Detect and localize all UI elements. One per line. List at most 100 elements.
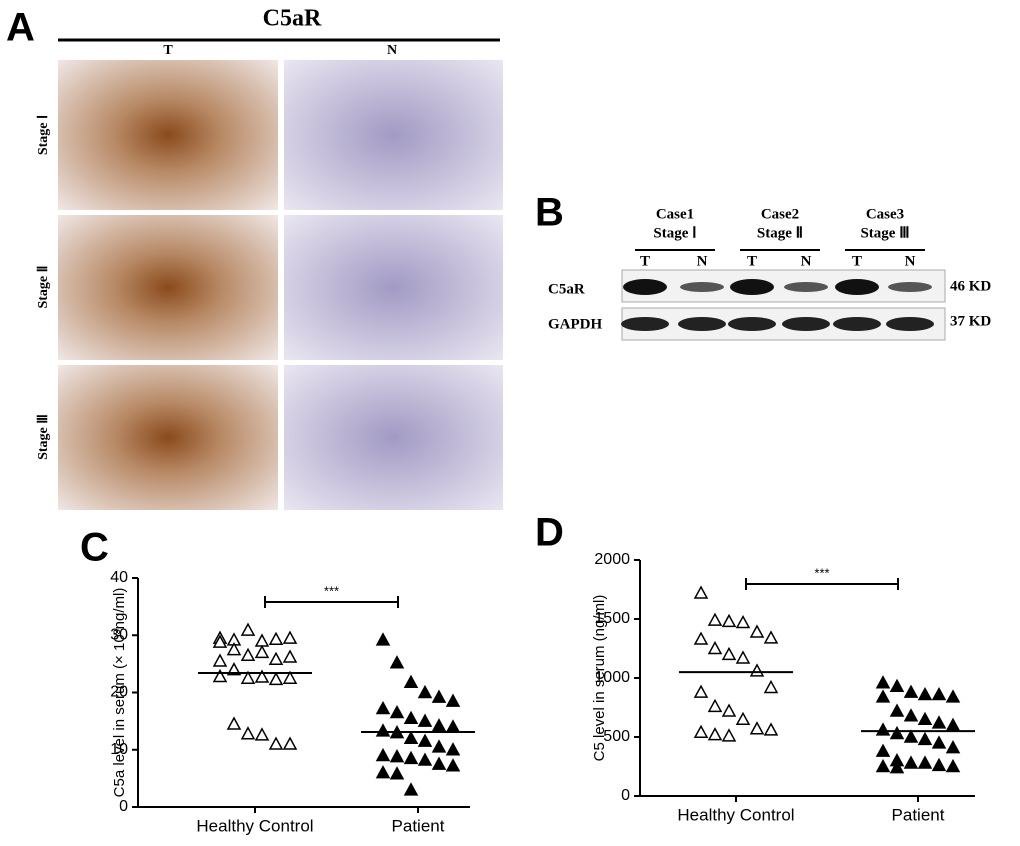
y-tick-label: 30 [110,626,128,643]
data-point [254,644,270,659]
case-name: Case2 [761,206,799,222]
data-point [417,684,433,699]
data-point [403,674,419,688]
data-point [389,766,405,780]
band [728,317,776,331]
band [833,317,881,331]
data-point [254,727,270,741]
y-axis-label: C5a level in serum (× 10³ng/ml) [111,588,128,798]
data-point [903,708,919,722]
data-point [254,633,270,647]
data-point [931,757,947,772]
data-point [735,614,751,629]
charts: C 0 10 20 30 40 C5a level in serum (× 10³ng/ml… [80,511,975,835]
data-point [875,758,891,773]
data-point [375,747,391,762]
data-point [445,742,461,756]
data-point [268,651,284,666]
significance-label: *** [324,583,339,598]
data-point [375,723,391,737]
case-stage: Stage Ⅱ [757,225,803,241]
band [680,282,724,292]
data-point [282,670,298,684]
data-point [240,622,256,636]
band-name: C5aR [548,281,585,297]
lane-label: T [747,253,757,269]
data-point [707,640,723,655]
data-point [226,716,242,730]
data-point [403,782,419,796]
y-tick-label: 500 [603,728,630,745]
significance-label: *** [814,565,829,580]
data-point [268,671,284,686]
data-point [763,722,779,736]
data-point [763,630,779,644]
data-point [875,675,891,689]
data-point [693,684,709,698]
data-point [431,756,447,770]
y-tick-label: 1000 [594,669,630,686]
data-point [431,739,447,753]
data-point [268,631,284,646]
data-point [417,713,433,727]
data-point [403,730,419,745]
data-point [889,760,905,774]
data-point [875,722,891,736]
data-point [721,646,737,661]
micrograph [284,365,503,510]
micrograph [284,215,503,360]
data-point [417,733,433,747]
x-tick-label: Healthy Control [196,816,313,835]
data-point [445,693,461,707]
data-point [240,647,256,662]
data-point [735,711,751,726]
data-point [431,689,447,703]
band-size: 46 KD [950,278,991,294]
data-point [931,715,947,729]
y-tick-label: 40 [110,569,128,586]
row-label: Stage Ⅰ [36,115,51,155]
data-point [403,710,419,725]
data-point [945,717,961,731]
x-tick-label: Patient [392,816,445,835]
band [621,317,669,331]
column-label: N [387,43,397,58]
micrograph [58,60,278,210]
data-point [889,703,905,717]
data-point [389,749,405,763]
data-point [693,724,709,739]
lane-label: T [852,253,862,269]
micrographs [58,60,503,510]
data-point [917,686,933,701]
data-point [707,727,723,741]
y-tick-label: 20 [110,684,128,701]
y-tick-label: 0 [119,798,128,815]
data-point [707,698,723,713]
data-point [389,655,405,669]
band [782,317,830,331]
data-point [749,721,765,735]
data-point [417,752,433,766]
band [888,282,932,292]
data-point [889,725,905,740]
lane-label: N [801,253,812,269]
panel-label: B [535,191,564,235]
data-point [721,728,737,742]
panel-title: C5aR [263,6,322,32]
data-point [240,726,256,740]
data-point [763,679,779,694]
data-point [268,736,284,750]
data-point [445,758,461,772]
lane-label: T [640,253,650,269]
band [623,279,667,295]
data-point [375,765,391,779]
data-point [917,755,933,769]
case-stage: Stage Ⅰ [653,225,696,241]
data-point [212,668,228,683]
data-point [240,670,256,684]
data-point [917,731,933,746]
band [835,279,879,295]
data-point [431,718,447,732]
case-name: Case3 [866,206,904,222]
lane-label: N [905,253,916,269]
